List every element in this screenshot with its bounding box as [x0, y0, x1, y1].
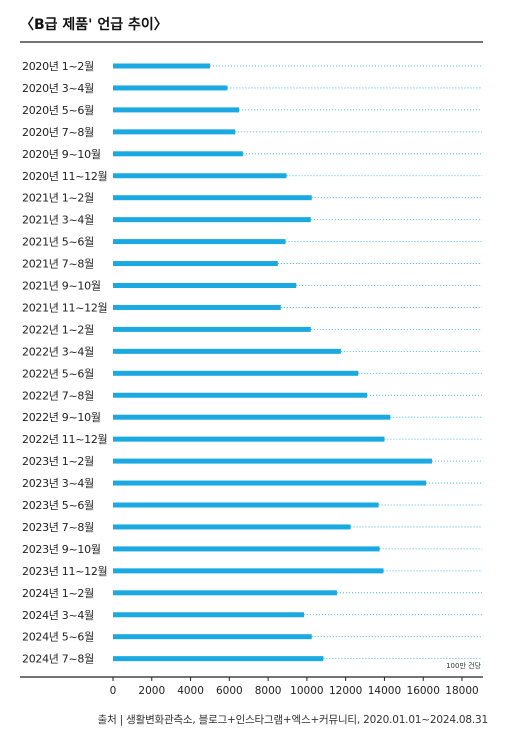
- chart-title: 〈B급 제품' 언급 추이〉: [20, 17, 168, 33]
- x-tick-label: 10000: [290, 685, 323, 697]
- category-label: 2021년 1~2월: [22, 192, 94, 205]
- bar: [113, 414, 391, 420]
- category-label: 2022년 1~2월: [22, 323, 94, 336]
- x-tick-label: 18000: [445, 685, 478, 697]
- category-label: 2023년 5~6월: [22, 499, 94, 512]
- category-label: 2023년 11~12월: [22, 565, 108, 578]
- category-label: 2023년 7~8월: [22, 521, 94, 534]
- category-label: 2024년 7~8월: [22, 653, 94, 666]
- bar: [113, 524, 351, 530]
- bar: [113, 656, 324, 662]
- x-tick-label: 14000: [368, 685, 401, 697]
- source-note: 출처 | 생활변화관측소, 블로그+인스타그램+엑스+커뮤니티, 2020.01…: [97, 714, 489, 726]
- bar: [113, 392, 367, 398]
- category-label: 2020년 11~12월: [22, 170, 108, 183]
- x-tick-label: 2000: [138, 685, 165, 697]
- x-tick-label: 6000: [216, 685, 243, 697]
- bar: [113, 151, 243, 157]
- bar: [113, 458, 432, 464]
- category-label: 2021년 7~8월: [22, 258, 94, 271]
- category-label: 2023년 9~10월: [22, 543, 101, 556]
- bar: [113, 546, 380, 552]
- bar: [113, 304, 281, 310]
- bar: [113, 480, 427, 486]
- bar: [113, 502, 379, 508]
- category-label: 2020년 9~10월: [22, 148, 101, 161]
- bar: [113, 590, 337, 596]
- bar: [113, 85, 228, 91]
- bar: [113, 326, 311, 332]
- bar: [113, 129, 236, 135]
- bar: [113, 195, 312, 201]
- category-label: 2020년 5~6월: [22, 104, 94, 117]
- category-label: 2022년 3~4월: [22, 345, 94, 358]
- category-label: 2021년 11~12월: [22, 301, 108, 314]
- category-label: 2022년 9~10월: [22, 411, 101, 424]
- category-label: 2020년 3~4월: [22, 82, 94, 95]
- category-label: 2024년 3~4월: [22, 609, 94, 622]
- category-label: 2024년 5~6월: [22, 631, 94, 644]
- category-label: 2020년 1~2월: [22, 60, 94, 73]
- category-label: 2021년 3~4월: [22, 214, 94, 227]
- bar: [113, 261, 278, 267]
- bar: [113, 283, 297, 288]
- bar: [113, 348, 341, 354]
- category-label: 2021년 5~6월: [22, 236, 94, 249]
- bar: [113, 63, 210, 69]
- bar: [113, 173, 287, 179]
- category-label: 2022년 11~12월: [22, 433, 108, 446]
- x-tick-label: 12000: [329, 685, 362, 697]
- x-tick-label: 16000: [407, 685, 440, 697]
- bar: [113, 612, 304, 618]
- category-label: 2021년 9~10월: [22, 280, 101, 293]
- category-label: 2023년 3~4월: [22, 477, 94, 490]
- category-label: 2022년 5~6월: [22, 367, 94, 380]
- x-tick-label: 0: [110, 685, 117, 697]
- bar: [113, 107, 240, 113]
- unit-label: 100만 건당: [446, 661, 481, 670]
- bar: [113, 436, 385, 442]
- category-label: 2023년 1~2월: [22, 455, 94, 468]
- bar: [113, 370, 359, 376]
- bar: [113, 217, 311, 223]
- category-label: 2020년 7~8월: [22, 126, 94, 139]
- bar: [113, 568, 384, 574]
- bar: [113, 634, 312, 640]
- category-label: 2022년 7~8월: [22, 389, 94, 402]
- category-label: 2024년 1~2월: [22, 587, 94, 600]
- bar: [113, 239, 286, 245]
- x-tick-label: 4000: [177, 685, 204, 697]
- x-tick-label: 8000: [255, 685, 282, 697]
